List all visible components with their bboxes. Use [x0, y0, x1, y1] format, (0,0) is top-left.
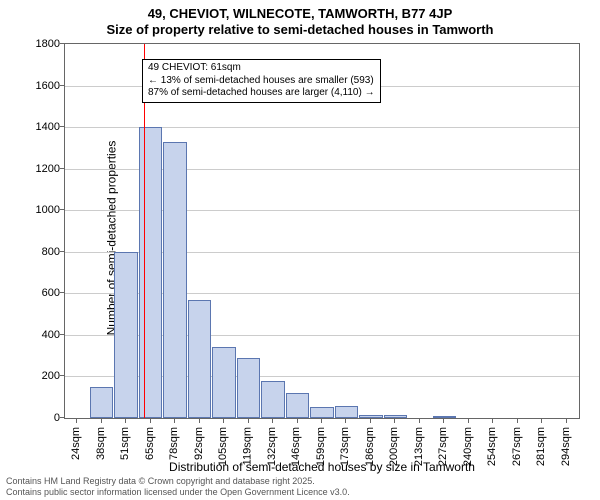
histogram-bar [286, 393, 309, 418]
y-tick-mark [60, 417, 64, 418]
chart-title-line2: Size of property relative to semi-detach… [0, 22, 600, 37]
info-box: 49 CHEVIOT: 61sqm← 13% of semi-detached … [142, 59, 381, 103]
x-tick-mark [492, 419, 493, 423]
histogram-bar [237, 358, 260, 418]
x-tick-mark [199, 419, 200, 423]
x-tick-mark [419, 419, 420, 423]
histogram-bar [114, 252, 137, 418]
histogram-bar [261, 381, 284, 418]
y-tick-mark [60, 168, 64, 169]
x-tick-mark [174, 419, 175, 423]
histogram-bar [212, 347, 235, 418]
x-tick-mark [150, 419, 151, 423]
x-tick-mark [321, 419, 322, 423]
y-tick-mark [60, 251, 64, 252]
attribution-text: Contains HM Land Registry data © Crown c… [6, 476, 350, 498]
chart-title-line1: 49, CHEVIOT, WILNECOTE, TAMWORTH, B77 4J… [0, 6, 600, 21]
x-tick-mark [468, 419, 469, 423]
attribution-line2: Contains public sector information licen… [6, 487, 350, 498]
y-tick-mark [60, 292, 64, 293]
x-tick-mark [566, 419, 567, 423]
x-tick-mark [394, 419, 395, 423]
histogram-bar [188, 300, 211, 418]
histogram-bar [359, 415, 382, 418]
histogram-bar [90, 387, 113, 418]
y-tick-label: 600 [30, 287, 60, 299]
histogram-bar [310, 407, 333, 418]
chart-container: 49, CHEVIOT, WILNECOTE, TAMWORTH, B77 4J… [0, 0, 600, 500]
histogram-bar [335, 406, 358, 418]
x-tick-mark [272, 419, 273, 423]
y-tick-mark [60, 209, 64, 210]
y-tick-mark [60, 375, 64, 376]
info-box-line3: 87% of semi-detached houses are larger (… [148, 87, 375, 100]
x-tick-mark [517, 419, 518, 423]
x-tick-mark [76, 419, 77, 423]
y-tick-mark [60, 126, 64, 127]
x-tick-mark [443, 419, 444, 423]
x-tick-mark [370, 419, 371, 423]
y-tick-mark [60, 43, 64, 44]
attribution-line1: Contains HM Land Registry data © Crown c… [6, 476, 350, 487]
plot-area: 49 CHEVIOT: 61sqm← 13% of semi-detached … [64, 43, 580, 419]
x-tick-mark [125, 419, 126, 423]
x-tick-mark [345, 419, 346, 423]
y-tick-label: 0 [30, 412, 60, 424]
x-tick-mark [223, 419, 224, 423]
x-tick-mark [101, 419, 102, 423]
y-tick-label: 1400 [30, 121, 60, 133]
y-tick-label: 1600 [30, 80, 60, 92]
y-tick-label: 1800 [30, 38, 60, 50]
y-tick-mark [60, 85, 64, 86]
x-tick-mark [541, 419, 542, 423]
y-tick-label: 400 [30, 329, 60, 341]
histogram-bar [384, 415, 407, 418]
histogram-bar [139, 127, 162, 418]
y-tick-label: 1200 [30, 163, 60, 175]
y-tick-mark [60, 334, 64, 335]
y-tick-label: 200 [30, 370, 60, 382]
y-tick-label: 800 [30, 246, 60, 258]
x-tick-mark [248, 419, 249, 423]
histogram-bar [433, 416, 456, 418]
info-box-line1: 49 CHEVIOT: 61sqm [148, 62, 375, 75]
y-tick-label: 1000 [30, 204, 60, 216]
info-box-line2: ← 13% of semi-detached houses are smalle… [148, 75, 375, 88]
histogram-bar [163, 142, 186, 418]
x-tick-mark [297, 419, 298, 423]
